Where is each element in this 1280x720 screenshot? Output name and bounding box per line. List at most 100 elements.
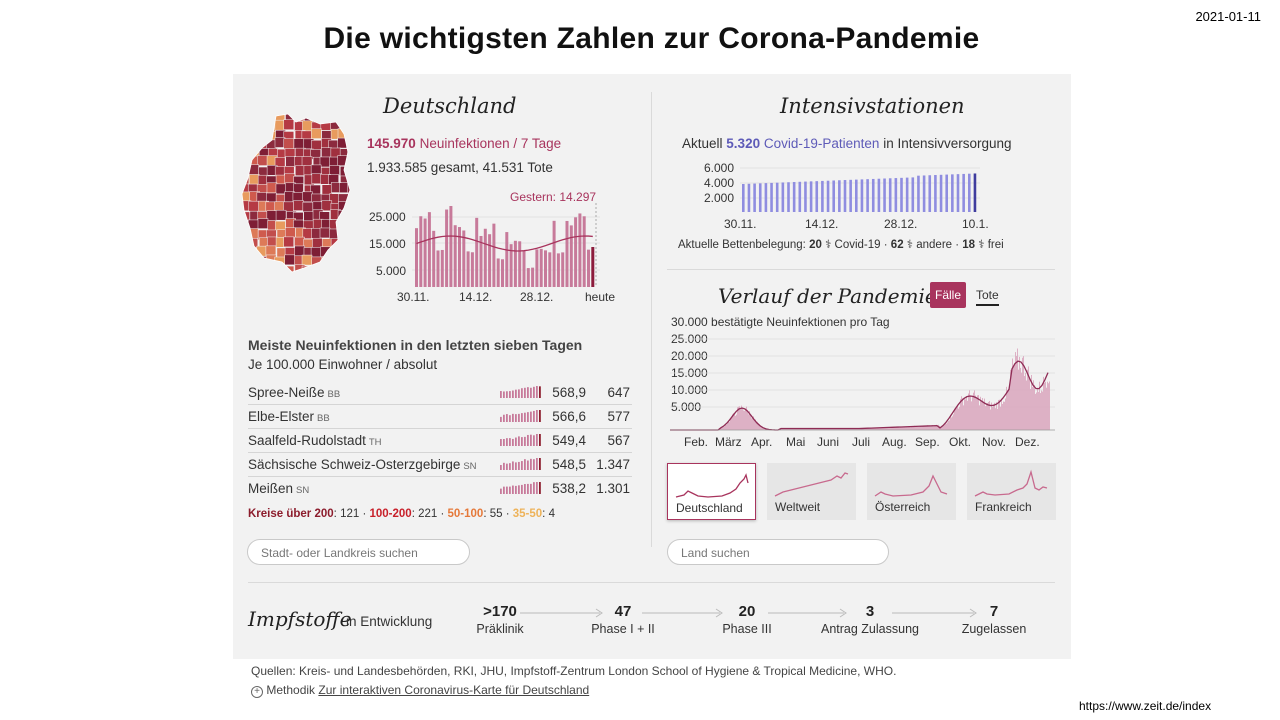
country-card-frankreich[interactable]: Frankreich [967, 463, 1056, 520]
germany-map[interactable] [240, 112, 352, 274]
daily-bar [913, 426, 914, 430]
daily-bar [831, 428, 832, 430]
daily-bar [949, 420, 950, 430]
map-region [346, 219, 350, 230]
map-region [347, 264, 350, 272]
table-row[interactable]: Elbe-Elster BB 566,6 577 [248, 405, 632, 429]
daily-bar [873, 427, 874, 430]
map-region [340, 236, 350, 247]
daily-bar [953, 414, 954, 430]
icu-bar [968, 173, 971, 212]
daily-bar [809, 428, 810, 430]
map-region [257, 130, 268, 141]
daily-bar [475, 217, 479, 287]
daily-bar [931, 425, 932, 430]
daily-bar [836, 428, 837, 430]
daily-bar [869, 428, 870, 430]
map-region [247, 257, 259, 268]
icu-current-tail: in Intensivversorgung [883, 136, 1012, 151]
daily-bar [841, 428, 842, 430]
daily-bar [518, 241, 522, 287]
map-region [274, 256, 285, 268]
map-region [257, 218, 269, 229]
table-row[interactable]: Sächsische Schweiz-Osterzgebirge SN 548,5… [248, 453, 632, 477]
daily-bar [726, 424, 727, 430]
stage-value: 20 [738, 603, 756, 620]
spark-bar [512, 413, 514, 422]
map-region [257, 263, 268, 272]
daily-bar [950, 414, 951, 430]
county-search-input[interactable]: Stadt- oder Landkreis suchen [247, 539, 470, 565]
map-region [256, 138, 267, 149]
map-region [266, 182, 278, 194]
icu-bar [838, 180, 841, 212]
vaccines-subheading: in Entwicklung [346, 614, 433, 629]
icu-bar [798, 181, 802, 212]
daily-bar [864, 428, 865, 430]
map-region [242, 245, 250, 256]
country-card-weltweit[interactable]: Weltweit [767, 463, 856, 520]
country-trend-sparkline [774, 472, 849, 497]
daily-bar [801, 428, 802, 430]
spark-bar [524, 412, 526, 422]
county-absolute: 577 [607, 409, 630, 424]
tab-cases[interactable]: Fälle [930, 282, 966, 308]
daily-bar [1031, 374, 1032, 430]
method-label[interactable]: Methodik [266, 683, 316, 697]
daily-bar [479, 235, 483, 287]
daily-bar [918, 426, 919, 430]
daily-bar [453, 225, 457, 287]
x-tick-label: 14.12. [805, 217, 839, 231]
daily-bar [998, 399, 999, 430]
table-row[interactable]: Saalfeld-Rudolstadt TH 549,4 567 [248, 429, 632, 453]
tab-deaths[interactable]: Tote [976, 288, 999, 306]
spark-bar [500, 464, 502, 470]
map-region [247, 138, 258, 149]
daily-bar [977, 395, 978, 430]
map-region [338, 264, 349, 272]
daily-bar [882, 428, 883, 430]
spark-bar [518, 436, 520, 446]
daily-bar [458, 227, 461, 287]
map-region [330, 255, 341, 266]
icu-bar [775, 182, 779, 212]
table-row[interactable]: Meißen SN 538,2 1.301 [248, 477, 632, 501]
daily-bar [875, 428, 876, 430]
spark-bar [509, 463, 511, 470]
spark-bar [527, 387, 529, 398]
daily-bar [1015, 352, 1016, 430]
spark-bar [533, 482, 535, 494]
daily-bar [1012, 358, 1013, 430]
daily-bar [531, 267, 535, 287]
daily-bar [833, 428, 834, 430]
table-row[interactable]: Spree-Neiße BB 568,9 647 [248, 381, 632, 405]
daily-bar [1037, 387, 1038, 430]
map-region [242, 165, 250, 176]
country-label: Frankreich [975, 500, 1032, 514]
county-absolute: 567 [607, 433, 630, 448]
county-rate: 548,5 [552, 457, 586, 472]
daily-bar [865, 428, 866, 430]
yesterday-label: Gestern: 14.297 [510, 190, 597, 204]
daily-bar [905, 427, 906, 430]
map-region [303, 211, 314, 222]
daily-bar [894, 427, 895, 430]
country-search-input[interactable]: Land suchen [667, 539, 889, 565]
map-region [284, 254, 296, 266]
daily-bar [445, 209, 449, 287]
map-region [347, 173, 350, 184]
plus-circle-icon[interactable]: + [251, 686, 263, 698]
legend-value: 221 [418, 508, 438, 520]
daily-bar [1008, 389, 1009, 430]
spark-bar [536, 458, 538, 470]
country-card-deutschland[interactable]: Deutschland [667, 463, 756, 520]
daily-bar [994, 402, 995, 430]
spark-bar [533, 459, 535, 470]
map-region [346, 209, 350, 220]
daily-bar [903, 426, 904, 430]
daily-bar [1004, 401, 1005, 430]
map-region [311, 128, 322, 139]
interactive-map-link[interactable]: Zur interaktiven Coronavirus-Karte für D… [318, 683, 590, 697]
country-card-oesterreich[interactable]: Österreich [867, 463, 956, 520]
pandemic-course-chart[interactable] [670, 322, 1055, 432]
